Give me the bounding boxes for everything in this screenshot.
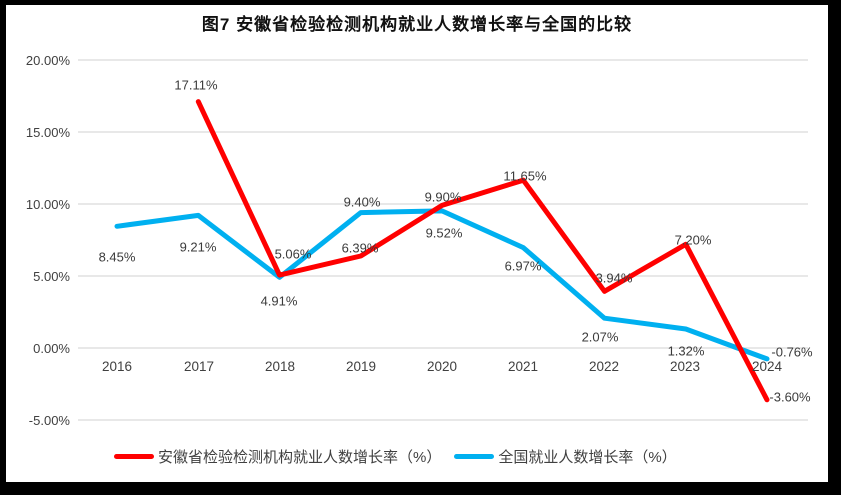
legend-item-national: 全国就业人数增长率（%） (454, 446, 677, 467)
x-tick-2024: 2024 (751, 359, 783, 374)
data-label-anhui-2017: 17.11% (174, 77, 218, 93)
legend-label-anhui: 安徽省检验检测机构就业人数增长率（%） (158, 449, 442, 466)
data-label-anhui-2024: -3.60% (769, 389, 811, 405)
data-label-national-2020: 9.52% (425, 225, 463, 241)
data-label-anhui-2018: 5.06% (274, 246, 312, 262)
legend-item-anhui: 安徽省检验检测机构就业人数增长率（%） (114, 446, 441, 467)
legend-label-national: 全国就业人数增长率（%） (498, 449, 677, 466)
x-tick-2017: 2017 (183, 359, 215, 374)
x-tick-2023: 2023 (669, 359, 701, 374)
national-growth-line (114, 208, 770, 362)
data-label-national-2022: 2.07% (581, 329, 619, 345)
x-tick-2021: 2021 (507, 359, 539, 374)
data-label-anhui-2019: 6.39% (341, 240, 379, 256)
y-tick-15: 15.00% (25, 125, 70, 140)
y-tick-0: 0.00% (33, 341, 70, 356)
y-tick-20: 20.00% (25, 53, 70, 68)
y-tick-5: 5.00% (33, 269, 70, 284)
data-label-national-2017: 9.21% (179, 239, 217, 255)
data-label-anhui-2022: 3.94% (595, 270, 633, 286)
x-tick-2018: 2018 (264, 359, 296, 374)
data-label-national-2019: 9.40% (343, 194, 381, 210)
anhui-line-swatch-icon (114, 454, 154, 459)
data-label-national-2018: 4.91% (260, 293, 298, 309)
national-line-swatch-icon (454, 454, 495, 459)
chart-canvas (6, 5, 828, 482)
data-label-anhui-2020: 9.90% (424, 189, 462, 205)
anhui-growth-line (195, 99, 770, 403)
y-tick-neg5: -5.00% (28, 413, 70, 428)
data-label-national-2024: -0.76% (771, 344, 813, 360)
data-label-national-2016: 8.45% (98, 249, 136, 265)
x-tick-2016: 2016 (101, 359, 133, 374)
x-tick-2022: 2022 (588, 359, 620, 374)
data-label-national-2021: 6.97% (504, 258, 542, 274)
x-tick-2020: 2020 (426, 359, 458, 374)
data-label-national-2023: 1.32% (667, 343, 705, 359)
x-tick-2019: 2019 (345, 359, 377, 374)
data-label-anhui-2023: 7.20% (674, 232, 712, 248)
legend: 安徽省检验检测机构就业人数增长率（%） 全国就业人数增长率（%） (114, 446, 677, 467)
chart-title: 图7 安徽省检验检测机构就业人数增长率与全国的比较 (201, 15, 633, 34)
y-tick-10: 10.00% (25, 197, 70, 212)
data-label-anhui-2021: 11.65% (503, 168, 547, 184)
